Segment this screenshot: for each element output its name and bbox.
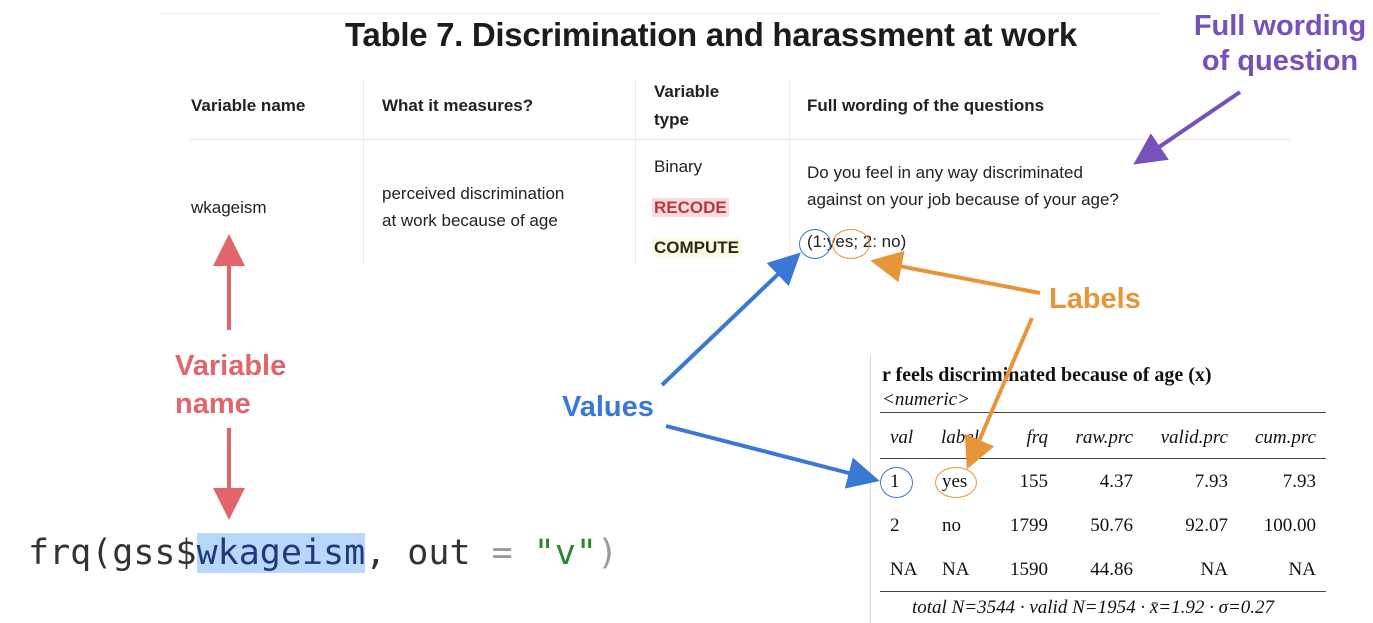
code-eq: = <box>491 533 513 573</box>
cell-measures-line2: at work because of age <box>382 211 558 230</box>
frq-cell-frq: 155 <box>1019 471 1049 492</box>
header-variable-name: Variable name <box>191 96 306 115</box>
arrow-full-wording <box>1133 90 1242 165</box>
label-highlight-ring <box>832 229 870 259</box>
code-fn: frq(gss$ <box>28 533 197 573</box>
compute-tag: COMPUTE <box>652 238 741 257</box>
title-rule <box>160 13 1160 14</box>
code-close: ) <box>596 533 619 573</box>
arrow-labels-to-question <box>870 250 1041 295</box>
annotation-values: Values <box>562 391 654 423</box>
frq-cell-label: NA <box>942 559 970 580</box>
header-variable-type: Variable type <box>654 78 719 134</box>
frq-col-val: val <box>890 427 914 448</box>
frq-cell-valid-prc: 7.93 <box>1194 471 1228 492</box>
frq-col-raw-prc: raw.prc <box>1075 427 1133 448</box>
frq-cell-raw-prc: 4.37 <box>1099 471 1133 492</box>
annotation-labels: Labels <box>1049 283 1141 315</box>
output-label-ring <box>935 467 977 498</box>
cell-type-binary: Binary <box>654 157 703 176</box>
wording-line1: Do you feel in any way discriminated <box>807 163 1083 182</box>
frq-cell-label: no <box>942 515 961 536</box>
cell-variable-name: wkageism <box>191 198 267 217</box>
cell-what-it-measures: perceived discrimination at work because… <box>382 180 564 234</box>
frq-rule-header <box>880 458 1326 459</box>
arrow-labels-to-output <box>964 317 1034 470</box>
column-divider <box>789 80 790 265</box>
header-variable-type-line2: type <box>654 110 689 129</box>
frq-cell-cum-prc: 100.00 <box>1263 515 1316 536</box>
cell-question-wording: Do you feel in any way discriminated aga… <box>807 159 1119 213</box>
wording-line2: against on your job because of your age? <box>807 190 1119 209</box>
frq-col-frq: frq <box>1026 427 1048 448</box>
frq-cell-valid-prc: NA <box>1200 559 1228 580</box>
frq-cell-cum-prc: NA <box>1288 559 1316 580</box>
frq-cell-cum-prc: 7.93 <box>1282 471 1316 492</box>
frq-footer: total N=3544 · valid N=1954 · x̄=1.92 · … <box>912 597 1275 618</box>
frq-rule-bottom <box>880 591 1326 592</box>
frq-rule-top <box>880 412 1326 413</box>
header-what-it-measures: What it measures? <box>382 96 534 115</box>
frq-cell-frq: 1799 <box>1010 515 1048 536</box>
column-divider <box>635 80 636 265</box>
frq-cell-raw-prc: 50.76 <box>1090 515 1133 536</box>
header-variable-type-line1: Variable <box>654 82 720 101</box>
frq-cell-frq: 1590 <box>1010 559 1048 580</box>
output-value-ring <box>880 467 913 498</box>
annotation-full-wording-line1: Full wording <box>1193 10 1367 42</box>
table-title: Table 7. Discrimination and harassment a… <box>345 16 1077 53</box>
annotation-variable-name-line2: name <box>175 388 251 420</box>
frq-cell-val: 2 <box>890 515 900 536</box>
frq-cell-val: NA <box>890 559 918 580</box>
frq-col-cum-prc: cum.prc <box>1254 427 1316 448</box>
header-divider <box>190 139 1290 140</box>
code-args-a: , out <box>365 533 492 573</box>
arrow-values-to-output <box>665 424 880 489</box>
header-full-wording: Full wording of the questions <box>807 96 1045 115</box>
column-divider <box>363 80 364 265</box>
annotation-full-wording-line2: of question <box>1201 45 1359 77</box>
frq-cell-raw-prc: 44.86 <box>1090 559 1133 580</box>
frq-subtitle: <numeric> <box>882 389 970 410</box>
frq-title: r feels discriminated because of age (x) <box>882 364 1212 386</box>
cell-measures-line1: perceived discrimination <box>382 184 565 203</box>
frq-col-valid-prc: valid.prc <box>1160 427 1228 448</box>
code-line: frq(gss$wkageism, out = "v") <box>28 530 618 576</box>
arrow-values-to-question <box>660 252 801 387</box>
code-variable-highlight: wkageism <box>196 533 366 573</box>
code-string: "v" <box>533 533 597 573</box>
frq-cell-valid-prc: 92.07 <box>1185 515 1228 536</box>
annotation-full-wording: Full wording of question <box>1190 9 1370 79</box>
cell-type-recode: RECODE <box>652 194 729 221</box>
value-highlight-ring <box>799 229 831 259</box>
cell-type-compute: COMPUTE <box>652 234 741 261</box>
output-left-border <box>870 355 871 623</box>
annotation-variable-name-line1: Variable <box>175 350 287 382</box>
recode-tag: RECODE <box>652 198 729 217</box>
annotation-variable-name: Variable name <box>175 347 286 423</box>
